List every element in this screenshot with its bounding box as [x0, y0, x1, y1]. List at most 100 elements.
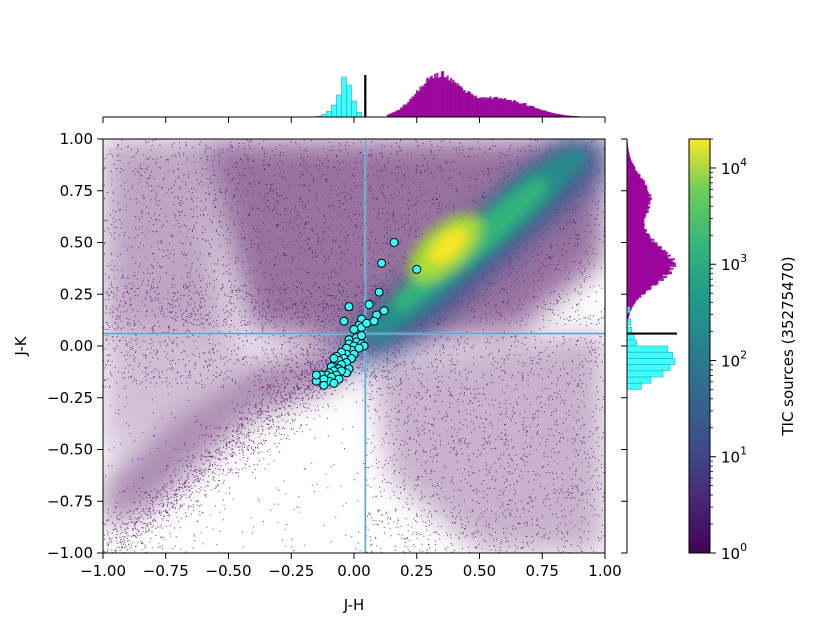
top-hist-bar-all	[470, 94, 473, 117]
top-hist-bar-all	[522, 103, 525, 117]
top-hist-bar-selected	[351, 100, 357, 118]
highlighted-point	[362, 318, 372, 328]
top-hist-bar-all	[558, 114, 561, 117]
x-axis-ticks: −1.00 −0.75 −0.50 −0.25 0.00 0.25 0.50 0.75 1.00	[80, 553, 622, 580]
top-hist-bar-all	[454, 82, 457, 117]
x-tick-label: −1.00	[80, 562, 126, 580]
top-hist-bar-all	[505, 99, 508, 117]
top-hist-bar-all	[399, 109, 402, 117]
top-hist-bar-all	[551, 113, 554, 117]
top-hist-bar-all	[531, 105, 534, 117]
top-hist-bar-all	[409, 98, 412, 117]
top-hist-bar-all	[484, 98, 488, 117]
top-hist-bar-all	[390, 113, 393, 117]
density-background-glow	[103, 139, 605, 553]
top-hist-bar-all	[422, 87, 425, 117]
top-hist-bar-all	[396, 109, 399, 117]
top-hist-bar-all	[411, 96, 414, 117]
top-hist-bar-all	[479, 97, 482, 117]
top-hist-bar-all	[490, 99, 493, 117]
top-hist-bar-all	[549, 112, 552, 117]
top-hist-bar-all	[412, 96, 415, 117]
highlighted-point	[379, 306, 389, 316]
y-axis-label: J-K	[12, 335, 30, 356]
top-hist-bar-all	[569, 115, 572, 117]
top-hist-bar-all	[526, 106, 529, 117]
top-marginal-histogram	[102, 71, 606, 123]
x-tick-label: −0.50	[206, 562, 252, 580]
top-hist-bar-all	[441, 71, 445, 117]
top-hist-bar-all	[444, 77, 447, 117]
top-hist-bar-all	[506, 99, 509, 117]
top-hist-bar-all	[515, 102, 518, 117]
top-hist-bar-all	[497, 98, 500, 117]
top-hist-bar-all	[499, 98, 502, 117]
x-tick-label: 1.00	[588, 562, 621, 580]
top-hist-bar-all	[421, 85, 424, 117]
top-hist-bar-all	[427, 78, 430, 117]
top-hist-bar-all	[507, 99, 510, 117]
y-tick-label: 0.00	[60, 337, 93, 355]
top-hist-bar-all	[462, 91, 465, 117]
top-hist-bar-all	[392, 112, 395, 117]
y-tick-label: −1.00	[47, 544, 93, 562]
top-hist-bar-all	[425, 83, 428, 117]
highlighted-point	[389, 238, 399, 247]
top-hist-bar-all	[542, 110, 545, 117]
right-hist-bar-selected	[626, 358, 676, 365]
top-hist-bar-all	[401, 107, 404, 117]
top-hist-bar-all	[509, 99, 512, 117]
top-hist-bar-all	[553, 113, 556, 117]
top-hist-bar-all	[451, 83, 454, 117]
top-hist-bar-all	[571, 115, 575, 117]
top-hist-bar-all	[478, 97, 481, 117]
highlighted-point	[329, 378, 339, 388]
top-hist-bar-all	[489, 96, 492, 117]
right-hist-bar-selected	[626, 318, 632, 326]
top-hist-bar-all	[544, 111, 547, 117]
top-hist-bar-all	[437, 77, 440, 117]
y-tick-label: −0.25	[47, 389, 93, 407]
right-hist-bar-selected	[626, 376, 652, 384]
colorbar-tick-label: 102	[721, 348, 747, 370]
top-hist-bar-all	[563, 115, 567, 117]
colorbar-tick-label: 104	[721, 156, 747, 178]
top-hist-bar-selected	[346, 84, 352, 118]
top-hist-bar-all	[386, 114, 389, 117]
top-hist-bar-all	[512, 101, 515, 117]
density-map	[103, 139, 605, 553]
top-hist-bar-all	[483, 97, 486, 117]
right-marginal-ticks	[621, 138, 627, 554]
highlighted-point	[319, 380, 329, 390]
top-hist-bar-all	[521, 103, 524, 117]
top-marginal-ticks	[102, 117, 606, 123]
top-hist-bar-all	[537, 108, 541, 117]
top-hist-bar-all	[550, 112, 553, 117]
highlighted-point	[364, 300, 374, 310]
right-marginal-histogram	[621, 138, 677, 554]
right-hist-bar-selected	[626, 370, 664, 378]
top-hist-bar-all	[449, 77, 453, 117]
top-hist-bar-all	[481, 97, 484, 117]
top-hist-bar-all	[491, 98, 494, 117]
top-hist-bar-all	[404, 105, 407, 117]
top-hist-bar-all	[540, 110, 543, 117]
y-tick-label: 1.00	[60, 130, 93, 148]
top-hist-bar-all	[460, 86, 463, 117]
top-hist-bar-all	[539, 109, 542, 117]
top-hist-bar-all	[480, 97, 483, 117]
x-tick-label: −0.75	[143, 562, 189, 580]
top-hist-bar-selected	[336, 94, 342, 118]
top-hist-bar-all	[458, 86, 462, 117]
top-hist-bar-all	[482, 99, 485, 117]
top-hist-bar-all	[423, 83, 427, 117]
top-hist-bar-all	[562, 115, 566, 117]
right-hist-bar-selected	[626, 345, 669, 353]
top-hist-bar-all	[432, 77, 436, 117]
y-tick-label: 0.50	[60, 234, 93, 252]
top-hist-bar-all	[417, 91, 420, 117]
top-hist-bar-all	[548, 111, 551, 117]
top-hist-bar-all	[420, 88, 423, 117]
top-hist-bar-all	[476, 98, 480, 117]
highlighted-points	[311, 238, 422, 390]
